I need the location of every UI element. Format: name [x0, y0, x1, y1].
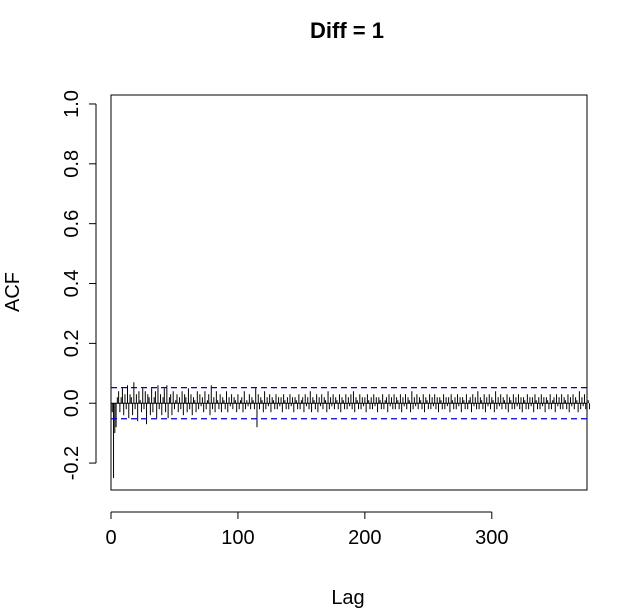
acf-bars [110, 103, 591, 479]
y-tick-label: 0.8 [61, 150, 83, 178]
y-tick-label: 0.0 [61, 389, 83, 417]
y-tick-label: 0.6 [61, 210, 83, 238]
x-tick-label: 100 [221, 527, 254, 549]
y-axis-label: ACF [2, 272, 24, 312]
plot-frame [110, 94, 588, 491]
x-tick-label: 0 [105, 527, 116, 549]
x-tick-label: 300 [475, 527, 508, 549]
x-axis: 0 100 200 300 [105, 511, 508, 549]
y-tick-label: -0.2 [61, 446, 83, 480]
y-axis: -0.2 0.0 0.2 0.4 0.6 0.8 1.0 [61, 90, 97, 480]
x-axis-label: Lag [331, 587, 364, 609]
y-tick-label: 0.4 [61, 270, 83, 298]
chart-title: Diff = 1 [310, 18, 384, 43]
y-tick-label: 1.0 [61, 90, 83, 118]
x-tick-label: 200 [348, 527, 381, 549]
y-tick-label: 0.2 [61, 329, 83, 357]
